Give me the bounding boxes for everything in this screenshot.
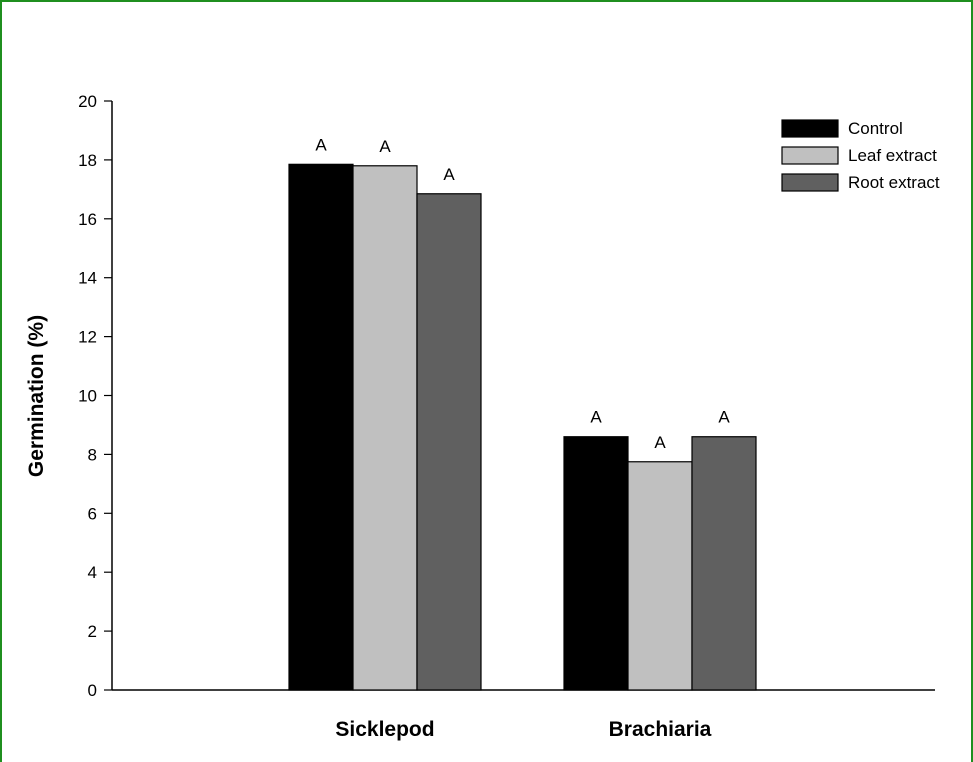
bar-data-label: A <box>590 408 602 427</box>
y-tick-label: 14 <box>78 269 97 288</box>
y-axis-label: Germination (%) <box>25 315 48 477</box>
y-tick-label: 8 <box>88 445 97 464</box>
legend-swatch <box>781 173 839 192</box>
legend-label: Leaf extract <box>848 146 937 165</box>
bar-brachiaria-leaf-extract <box>627 461 693 691</box>
bar-data-label: A <box>315 135 327 154</box>
y-tick-label: 0 <box>88 681 97 700</box>
bar-data-label: A <box>718 408 730 427</box>
bar-data-label: A <box>443 165 455 184</box>
bar-sicklepod-leaf-extract <box>352 165 418 691</box>
bar-data-label: A <box>379 137 391 156</box>
y-tick-label: 10 <box>78 387 97 406</box>
bar-data-label: A <box>654 433 666 452</box>
x-category-label: Sicklepod <box>335 718 434 741</box>
y-tick-label: 20 <box>78 92 97 111</box>
legend-label: Control <box>848 119 903 138</box>
legend-label: Root extract <box>848 173 940 192</box>
y-tick-label: 4 <box>88 563 97 582</box>
legend-swatch <box>781 146 839 165</box>
bar-brachiaria-root-extract <box>691 436 757 691</box>
axes: 0 2 4 6 8 10 12 14 16 18 20 <box>78 92 935 700</box>
y-tick-label: 16 <box>78 210 97 229</box>
y-tick-label: 6 <box>88 504 97 523</box>
bar-sicklepod-root-extract <box>416 193 482 691</box>
y-tick-label: 2 <box>88 622 97 641</box>
y-tick-label: 12 <box>78 328 97 347</box>
y-tick-label: 18 <box>78 151 97 170</box>
bar-sicklepod-control <box>288 163 354 691</box>
legend: Control Leaf extract Root extract <box>781 119 940 192</box>
x-category-label: Brachiaria <box>609 718 712 741</box>
bar-brachiaria-control <box>563 436 629 691</box>
bars-group: A A A Sicklepod A A A Brachiaria <box>288 135 757 741</box>
legend-swatch <box>781 119 839 138</box>
